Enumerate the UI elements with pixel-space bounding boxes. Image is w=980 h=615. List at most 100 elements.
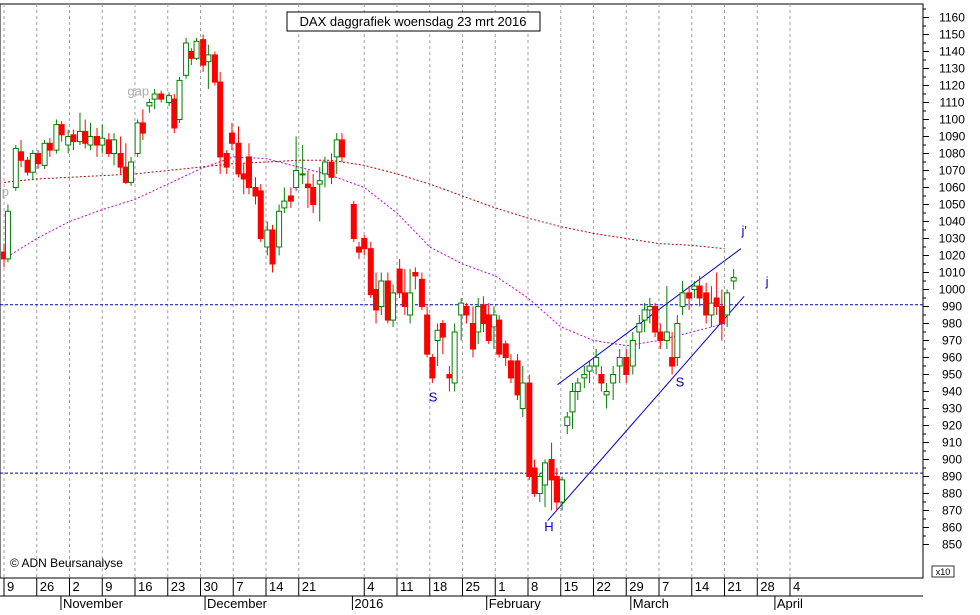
candle-body (281, 200, 288, 209)
candle (293, 136, 300, 191)
candle (287, 187, 294, 208)
candle (228, 122, 235, 151)
trend-line (547, 295, 745, 522)
x-tick-label: 14 (269, 579, 283, 594)
y-tick-label: 880 (942, 487, 962, 501)
x-tick-label: 7 (662, 579, 669, 594)
candle-body (490, 314, 497, 328)
x-tick-label: 9 (105, 579, 112, 594)
candle-body (228, 132, 235, 144)
candle (507, 354, 514, 383)
y-tick-label: 900 (942, 453, 962, 467)
candle (424, 306, 431, 358)
month-label: November (63, 596, 124, 610)
candle-body (696, 285, 703, 299)
candle (586, 360, 593, 383)
y-tick-label: 1060 (939, 181, 966, 195)
candle (480, 296, 487, 332)
annotation-label: p (2, 184, 9, 199)
candle-body (553, 476, 560, 503)
candle (111, 133, 118, 166)
candle (623, 349, 630, 383)
candle (485, 303, 492, 344)
candle (117, 136, 124, 174)
candle (559, 476, 566, 511)
candle-body (446, 374, 453, 379)
candle-body (316, 180, 323, 185)
candle-body (569, 391, 576, 413)
y-tick-label: 1160 (939, 11, 965, 25)
candle-body (65, 136, 72, 146)
x-tick-label: 29 (629, 579, 643, 594)
candle (321, 156, 328, 188)
x-tick-label: 2 (73, 579, 80, 594)
annotation-label: S (429, 390, 438, 405)
candle-body (718, 306, 725, 324)
candle-body (581, 374, 588, 379)
candle-body (58, 124, 65, 136)
candles (1, 34, 737, 511)
month-label: 2016 (354, 596, 383, 610)
y-tick-label: 1000 (939, 283, 966, 297)
x-tick-label: 30 (204, 579, 218, 594)
x-tick-label: 21 (302, 579, 316, 594)
candle-body (418, 278, 425, 307)
candle-body (193, 40, 200, 59)
candle-body (276, 210, 283, 248)
candle (519, 366, 526, 417)
candle-body (328, 161, 335, 178)
candle-body (134, 122, 141, 155)
candle-body (18, 151, 25, 161)
candle (276, 204, 283, 256)
candle-body (240, 173, 247, 180)
candle-body (603, 391, 610, 396)
candle (463, 303, 470, 324)
candle-body (641, 309, 648, 321)
annotations: S H Sj' j gap p (2, 84, 769, 534)
candle-body (211, 54, 218, 83)
candle (663, 286, 670, 349)
candle-body (401, 292, 408, 307)
candle (439, 320, 446, 355)
candle-body (548, 459, 555, 481)
candle (12, 145, 19, 191)
y-tick-label: 1030 (939, 232, 966, 246)
chart-title-box: DAX daggrafiek woensdag 23 mrt 2016 (286, 11, 541, 32)
y-tick-label: 920 (942, 419, 962, 433)
candle-body (139, 122, 146, 134)
candle (299, 145, 306, 185)
candle-body (610, 374, 617, 384)
candle-body (356, 246, 363, 253)
candle-body (674, 323, 681, 358)
candle (356, 241, 363, 259)
y-tick-label: 950 (942, 368, 962, 382)
candle (641, 303, 648, 332)
x-tick-label: 21 (728, 579, 742, 594)
candle-body (598, 374, 605, 384)
candle (730, 269, 737, 290)
candle-body (485, 314, 492, 341)
candle-body (264, 229, 271, 248)
candle (502, 340, 509, 366)
candle (412, 267, 419, 290)
candle-body (128, 161, 135, 183)
candle (269, 224, 276, 273)
candle-body (235, 142, 242, 175)
candle (53, 119, 60, 154)
candle (674, 315, 681, 366)
candle (603, 383, 610, 409)
y-tick-label: 1120 (939, 79, 965, 93)
y-tick-label: 980 (942, 317, 962, 331)
month-label: April (777, 596, 803, 610)
candle-body (200, 39, 207, 66)
y-tick-label: 990 (942, 300, 962, 314)
candle-body (531, 467, 538, 494)
candle (361, 235, 368, 256)
candle (496, 315, 503, 358)
candle-body (245, 156, 252, 188)
candle-body (657, 331, 664, 341)
x-tick-label: 11 (400, 579, 414, 594)
candle (245, 143, 252, 195)
candle (171, 94, 178, 134)
candle-body (724, 292, 731, 316)
